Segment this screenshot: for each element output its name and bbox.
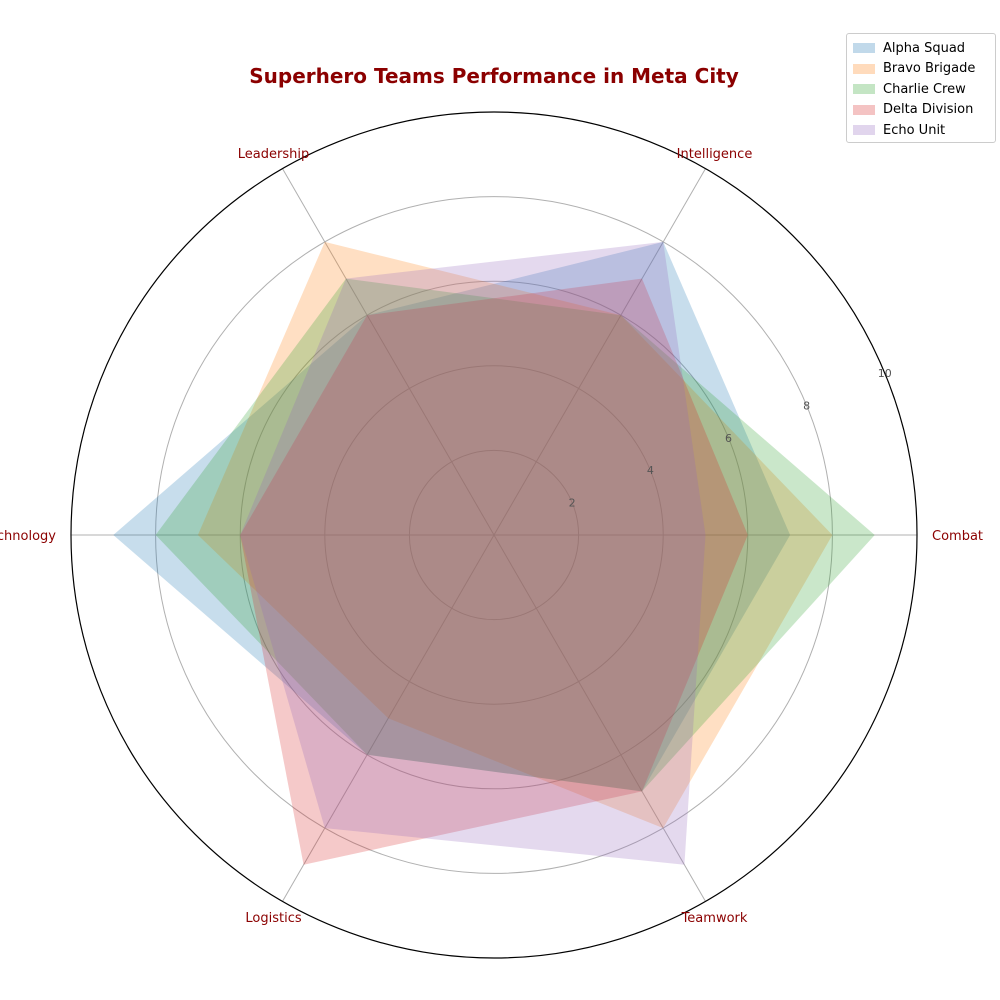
legend-label: Delta Division bbox=[883, 102, 974, 118]
axis-label-teamwork: Teamwork bbox=[681, 911, 748, 926]
axis-label-technology: Technology bbox=[0, 529, 56, 544]
series-area-bravo-brigade bbox=[197, 241, 833, 829]
radar-grid bbox=[70, 111, 918, 959]
legend-item: Echo Unit bbox=[853, 120, 989, 141]
axis-label-logistics: Logistics bbox=[245, 911, 301, 926]
legend-label: Charlie Crew bbox=[883, 81, 966, 97]
chart-title: Superhero Teams Performance in Meta City bbox=[249, 64, 739, 88]
legend-item: Alpha Squad bbox=[853, 38, 989, 59]
r-tick-label: 10 bbox=[878, 367, 892, 380]
legend-swatch bbox=[853, 125, 875, 136]
chart-legend: Alpha Squad Bravo Brigade Charlie Crew Delt… bbox=[846, 33, 996, 143]
series-area-echo-unit bbox=[240, 241, 706, 865]
legend-item: Bravo Brigade bbox=[853, 59, 989, 80]
legend-swatch bbox=[853, 63, 875, 74]
axis-label-intelligence: Intelligence bbox=[677, 147, 753, 162]
legend-swatch bbox=[853, 104, 875, 115]
legend-item: Charlie Crew bbox=[853, 79, 989, 100]
r-tick-label: 8 bbox=[803, 399, 810, 412]
spoke-intelligence bbox=[493, 168, 706, 536]
legend-label: Alpha Squad bbox=[883, 40, 966, 56]
axis-label-leadership: Leadership bbox=[238, 147, 309, 162]
legend-swatch bbox=[853, 84, 875, 95]
legend-swatch bbox=[853, 43, 875, 54]
spoke-logistics bbox=[282, 534, 495, 902]
r-tick-label: 4 bbox=[647, 464, 654, 477]
series-area-alpha-squad bbox=[113, 241, 791, 792]
r-tick-label: 6 bbox=[725, 432, 732, 445]
spoke-teamwork bbox=[493, 534, 706, 902]
outer-frame bbox=[70, 111, 918, 959]
radar-series bbox=[113, 241, 875, 865]
spoke-leadership bbox=[282, 168, 495, 536]
axis-label-combat: Combat bbox=[932, 529, 983, 544]
legend-label: Echo Unit bbox=[883, 122, 946, 138]
legend-item: Delta Division bbox=[853, 100, 989, 121]
series-area-charlie-crew bbox=[155, 278, 875, 792]
r-tick-label: 2 bbox=[569, 497, 576, 510]
radar-labels: 2 4 6 8 10 Combat Intelligence Leadership Techno… bbox=[0, 147, 983, 926]
series-area-delta-division bbox=[240, 278, 748, 865]
legend-label: Bravo Brigade bbox=[883, 61, 976, 77]
